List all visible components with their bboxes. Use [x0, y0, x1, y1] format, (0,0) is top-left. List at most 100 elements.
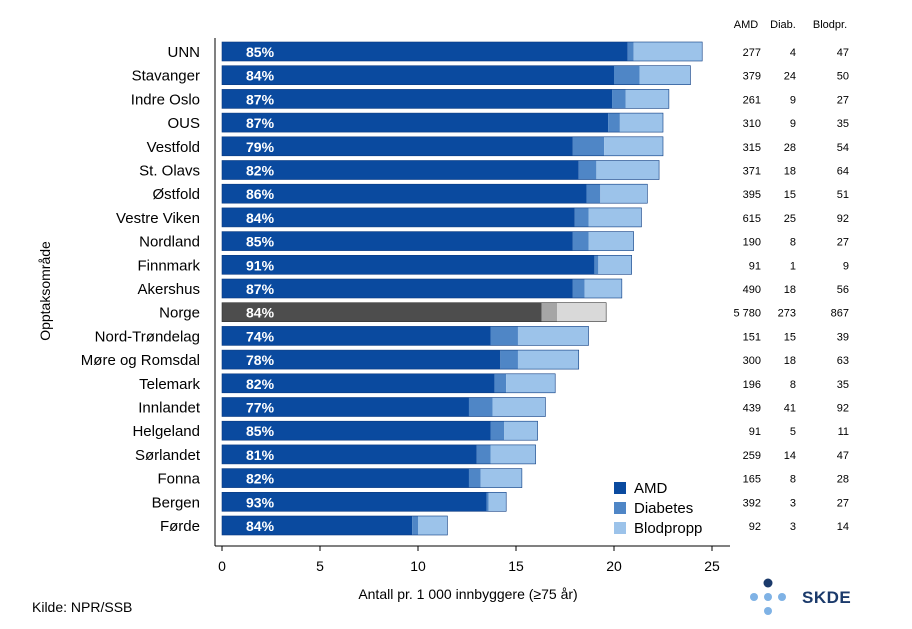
- bar-outline: [221, 373, 556, 394]
- bar-amd: [222, 492, 487, 512]
- bar-amd: [222, 184, 587, 204]
- percent-label: 84%: [246, 305, 275, 321]
- bar-diabetes: [486, 492, 489, 512]
- table-cell: 64: [837, 166, 849, 178]
- percent-label: 81%: [246, 447, 275, 463]
- table-cell: 259: [743, 450, 761, 462]
- percent-label: 77%: [246, 400, 275, 416]
- x-tick-label: 10: [410, 558, 426, 574]
- table-cell: 9: [843, 260, 849, 272]
- bar-blodpropp: [490, 444, 536, 464]
- bar-amd: [222, 350, 501, 370]
- table-cell: 50: [837, 71, 849, 83]
- category-label: Sørlandet: [135, 447, 201, 464]
- category-label: Østfold: [152, 186, 200, 203]
- table-cell: 1: [790, 260, 796, 272]
- bar-blodpropp: [418, 516, 448, 535]
- table-cell: 3: [790, 521, 796, 533]
- percent-label: 82%: [246, 163, 275, 179]
- percent-label: 85%: [246, 423, 275, 439]
- bar-amd: [222, 65, 614, 85]
- x-tick-label: 20: [606, 558, 622, 574]
- category-label: Stavanger: [132, 68, 200, 85]
- bar-outline: [221, 183, 648, 204]
- bar-outline: [221, 349, 580, 370]
- x-tick-label: 0: [218, 558, 226, 574]
- table-cell: 190: [743, 237, 761, 249]
- bar-blodpropp: [588, 231, 634, 251]
- table-cell: 41: [784, 403, 796, 415]
- percent-label: 82%: [246, 376, 275, 392]
- skde-logo-text: SKDE: [802, 588, 852, 607]
- percent-label: 85%: [246, 234, 275, 250]
- bar-diabetes: [490, 421, 505, 441]
- legend: AMD Diabetes Blodpropp: [614, 480, 702, 537]
- table-cell: 615: [743, 213, 761, 225]
- bar-amd: [222, 42, 628, 61]
- bar-diabetes: [500, 350, 518, 370]
- bar-blodpropp: [600, 184, 648, 204]
- table-cell: 54: [837, 142, 849, 154]
- percent-label: 79%: [246, 139, 275, 155]
- logo-dot: [763, 578, 773, 588]
- table-cell: 39: [837, 331, 849, 343]
- table-cell: 151: [743, 331, 761, 343]
- legend-swatch-amd: [614, 482, 626, 494]
- bar-diabetes: [476, 444, 491, 464]
- table-cell: 24: [784, 71, 796, 83]
- table-cell: 261: [743, 94, 761, 106]
- category-label: UNN: [168, 44, 201, 61]
- bar-blodpropp: [604, 136, 663, 156]
- table-cell: 51: [837, 189, 849, 201]
- table-cell: 47: [837, 47, 849, 59]
- bar-amd: [222, 421, 491, 441]
- table-cell: 18: [784, 355, 796, 367]
- table-cell: 11: [838, 426, 849, 438]
- table-header: Blodpr.: [813, 19, 847, 31]
- table-cell: 27: [837, 497, 849, 509]
- table-cell: 9: [790, 118, 796, 130]
- table-cell: 18: [784, 166, 796, 178]
- bar-outline: [221, 255, 632, 275]
- bar-outline: [221, 515, 448, 536]
- table-cell: 15: [784, 189, 796, 201]
- percent-labels: 85% 84% 87% 87% 79% 82% 86% 84% 85% 91% 87% 84% 74% 7…: [246, 44, 275, 534]
- bar-outline: [221, 160, 660, 180]
- category-label: OUS: [167, 115, 200, 132]
- bar-blodpropp: [480, 468, 522, 488]
- bar-diabetes: [614, 65, 640, 85]
- bar-blodpropp: [557, 302, 607, 322]
- bar-blodpropp: [619, 113, 663, 133]
- legend-swatch-diabetes: [614, 502, 626, 514]
- table-cell: 196: [743, 379, 761, 391]
- table-cell: 439: [743, 403, 761, 415]
- bar-amd: [222, 516, 413, 535]
- percent-label: 84%: [246, 68, 275, 84]
- bar-outline: [221, 397, 546, 417]
- bar-diabetes: [574, 207, 589, 227]
- bar-outline: [221, 89, 670, 109]
- bar-diabetes: [627, 42, 634, 61]
- x-tick-label: 5: [316, 558, 324, 574]
- bars-layer: [221, 41, 703, 536]
- bar-outline: [221, 112, 664, 133]
- bar-outline: [221, 302, 607, 323]
- percent-label: 84%: [246, 518, 275, 534]
- x-tick-label: 15: [508, 558, 524, 574]
- table-header: Diab.: [770, 19, 796, 31]
- category-label: Møre og Romsdal: [81, 352, 200, 369]
- bar-outline: [221, 420, 538, 441]
- category-label: Innlandet: [138, 400, 201, 417]
- table-cell: 92: [837, 213, 849, 225]
- table-cell: 63: [837, 355, 849, 367]
- percent-label: 86%: [246, 186, 275, 202]
- category-label: Akershus: [137, 281, 200, 298]
- bar-diabetes: [578, 160, 597, 180]
- table-cell: 8: [790, 379, 796, 391]
- y-axis-title: Opptaksområde: [37, 241, 53, 341]
- x-axis: 0 5 10 15 20 25: [214, 38, 730, 574]
- percent-label: 87%: [246, 115, 275, 131]
- bar-diabetes: [612, 89, 626, 109]
- table-cell: 867: [831, 308, 849, 320]
- bar-outline: [221, 444, 536, 465]
